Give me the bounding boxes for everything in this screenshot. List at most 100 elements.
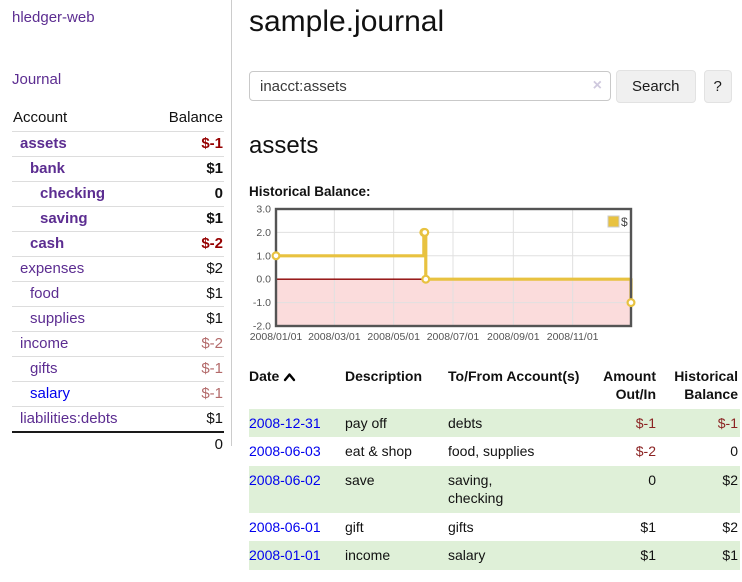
accounts-total-row: 0 (12, 431, 224, 457)
account-link[interactable]: assets (20, 135, 67, 152)
account-heading: assets (249, 132, 319, 159)
account-row: salary $-1 (12, 381, 224, 407)
transaction-description: save (345, 471, 375, 488)
chart-label: Historical Balance: (249, 184, 371, 199)
clear-search-icon[interactable]: × (592, 77, 602, 94)
account-link[interactable]: cash (30, 235, 65, 252)
account-row: gifts $-1 (12, 356, 224, 382)
transaction-balance: $-1 (717, 414, 738, 431)
account-link[interactable]: bank (30, 160, 66, 177)
svg-text:3.0: 3.0 (256, 204, 271, 216)
account-link[interactable]: checking (40, 185, 106, 202)
account-row: supplies $1 (12, 306, 224, 332)
account-row: income $-2 (12, 331, 224, 357)
transaction-amount: $-1 (635, 414, 656, 431)
transaction-balance: $1 (722, 547, 738, 564)
register-header-balance: Historical Balance (674, 368, 738, 403)
transaction-amount: 0 (648, 471, 656, 488)
account-balance: $1 (206, 160, 223, 177)
search-button[interactable]: Search (616, 69, 696, 103)
help-button[interactable]: ? (703, 69, 732, 103)
transaction-date-link[interactable]: 2008-12-31 (249, 414, 321, 431)
sidebar-item-journal[interactable]: Journal (12, 71, 62, 88)
account-link[interactable]: salary (30, 385, 71, 402)
register-table: Date Description To/From Account(s) Amou… (249, 363, 740, 570)
account-link[interactable]: liabilities:debts (20, 410, 118, 427)
account-link[interactable]: income (20, 335, 69, 352)
transaction-date-link[interactable]: 2008-06-02 (249, 471, 321, 488)
svg-text:-1.0: -1.0 (253, 297, 271, 309)
svg-text:0.0: 0.0 (256, 274, 271, 286)
register-header-description: Description (345, 368, 423, 384)
transaction-accounts: debts (448, 414, 483, 431)
register-row: 2008-12-31 pay off debts $-1 $-1 (249, 408, 740, 438)
account-balance: $-1 (201, 135, 223, 152)
transaction-amount: $-2 (635, 443, 656, 460)
accounts-header-balance: Balance (168, 109, 223, 126)
transaction-balance: 0 (730, 443, 738, 460)
accounts-table-body: assets $-1 bank $1 checking 0 saving $1 cash $-2 e… (12, 131, 224, 457)
svg-text:2008/05/01: 2008/05/01 (367, 331, 420, 343)
transaction-description: eat & shop (345, 443, 412, 460)
transaction-description: gift (345, 518, 364, 535)
register-header-date[interactable]: Date (249, 363, 345, 409)
account-row: expenses $2 (12, 256, 224, 282)
transaction-date-link[interactable]: 2008-06-03 (249, 443, 321, 460)
register-table-body: 2008-12-31 pay off debts $-1 $-1 2008-06-03 ea… (249, 408, 740, 570)
register-row: 2008-06-02 save saving, checking 0 $2 (249, 465, 740, 513)
register-row: 2008-06-03 eat & shop food, supplies $-2 0 (249, 437, 740, 465)
svg-text:2008/03/01: 2008/03/01 (308, 331, 361, 343)
search-box: × (249, 71, 611, 101)
account-balance: $-2 (201, 335, 223, 352)
svg-text:2008/01/01: 2008/01/01 (250, 331, 303, 343)
svg-text:2008/07/01: 2008/07/01 (427, 331, 480, 343)
account-row: cash $-2 (12, 231, 224, 257)
register-header-amount: Amount Out/In (603, 368, 656, 403)
accounts-table: Account Balance assets $-1 bank $1 checking 0… (12, 105, 224, 457)
transaction-accounts: saving, checking (448, 471, 504, 507)
account-link[interactable]: food (30, 285, 60, 302)
svg-text:1.0: 1.0 (256, 250, 271, 262)
transaction-amount: $1 (640, 547, 656, 564)
search-input[interactable] (249, 71, 611, 101)
sidebar: hledger-web Journal Account Balance asse… (0, 0, 232, 457)
transaction-accounts: salary (448, 547, 486, 564)
app-brand-link[interactable]: hledger-web (12, 9, 95, 26)
search-row: × Search ? (249, 69, 742, 103)
account-row: bank $1 (12, 156, 224, 182)
accounts-total-balance: 0 (150, 431, 224, 457)
account-balance: $2 (206, 260, 223, 277)
transaction-balance: $2 (722, 518, 738, 535)
main-content: sample.journal × Search ? assets Histori… (232, 0, 742, 570)
account-balance: $1 (206, 210, 223, 227)
transaction-amount: $1 (640, 518, 656, 535)
transaction-accounts: food, supplies (448, 443, 535, 460)
account-link[interactable]: supplies (30, 310, 86, 327)
account-row: liabilities:debts $1 (12, 406, 224, 432)
transaction-description: income (345, 547, 391, 564)
page: hledger-web Journal Account Balance asse… (0, 0, 742, 570)
account-balance: $1 (206, 310, 223, 327)
transaction-date-link[interactable]: 2008-01-01 (249, 547, 321, 564)
page-title: sample.journal (249, 5, 445, 38)
account-balance: $1 (206, 285, 223, 302)
transaction-accounts: gifts (448, 518, 474, 535)
account-balance: $-1 (201, 360, 223, 377)
accounts-header-account: Account (13, 109, 68, 126)
account-link[interactable]: saving (40, 210, 88, 227)
svg-text:2.0: 2.0 (256, 227, 271, 239)
account-balance: $-2 (201, 235, 223, 252)
svg-text:2008/09/01: 2008/09/01 (487, 331, 540, 343)
account-link[interactable]: expenses (20, 260, 85, 277)
account-row: checking 0 (12, 181, 224, 207)
sort-ascending-icon (284, 373, 296, 382)
svg-text:$: $ (621, 215, 628, 229)
svg-text:2008/11/01: 2008/11/01 (547, 331, 599, 343)
transaction-date-link[interactable]: 2008-06-01 (249, 518, 321, 535)
account-row: saving $1 (12, 206, 224, 232)
svg-text:-2.0: -2.0 (253, 321, 271, 333)
register-header-accounts: To/From Account(s) (448, 368, 580, 384)
account-link[interactable]: gifts (30, 360, 58, 377)
account-balance: $1 (206, 410, 223, 427)
